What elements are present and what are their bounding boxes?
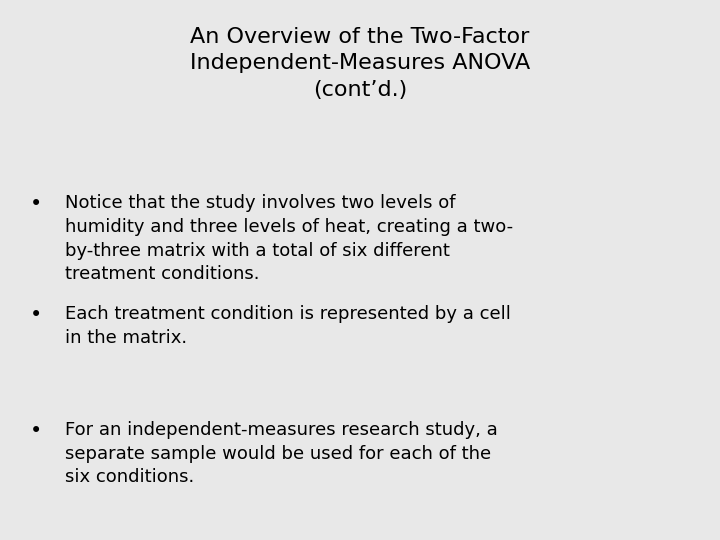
Text: Notice that the study involves two levels of
humidity and three levels of heat, : Notice that the study involves two level…	[65, 194, 513, 283]
Text: •: •	[30, 305, 42, 325]
Text: •: •	[30, 421, 42, 441]
Text: •: •	[30, 194, 42, 214]
Text: For an independent-measures research study, a
separate sample would be used for : For an independent-measures research stu…	[65, 421, 498, 487]
Text: Each treatment condition is represented by a cell
in the matrix.: Each treatment condition is represented …	[65, 305, 510, 347]
Text: An Overview of the Two-Factor
Independent-Measures ANOVA
(cont’d.): An Overview of the Two-Factor Independen…	[190, 27, 530, 100]
